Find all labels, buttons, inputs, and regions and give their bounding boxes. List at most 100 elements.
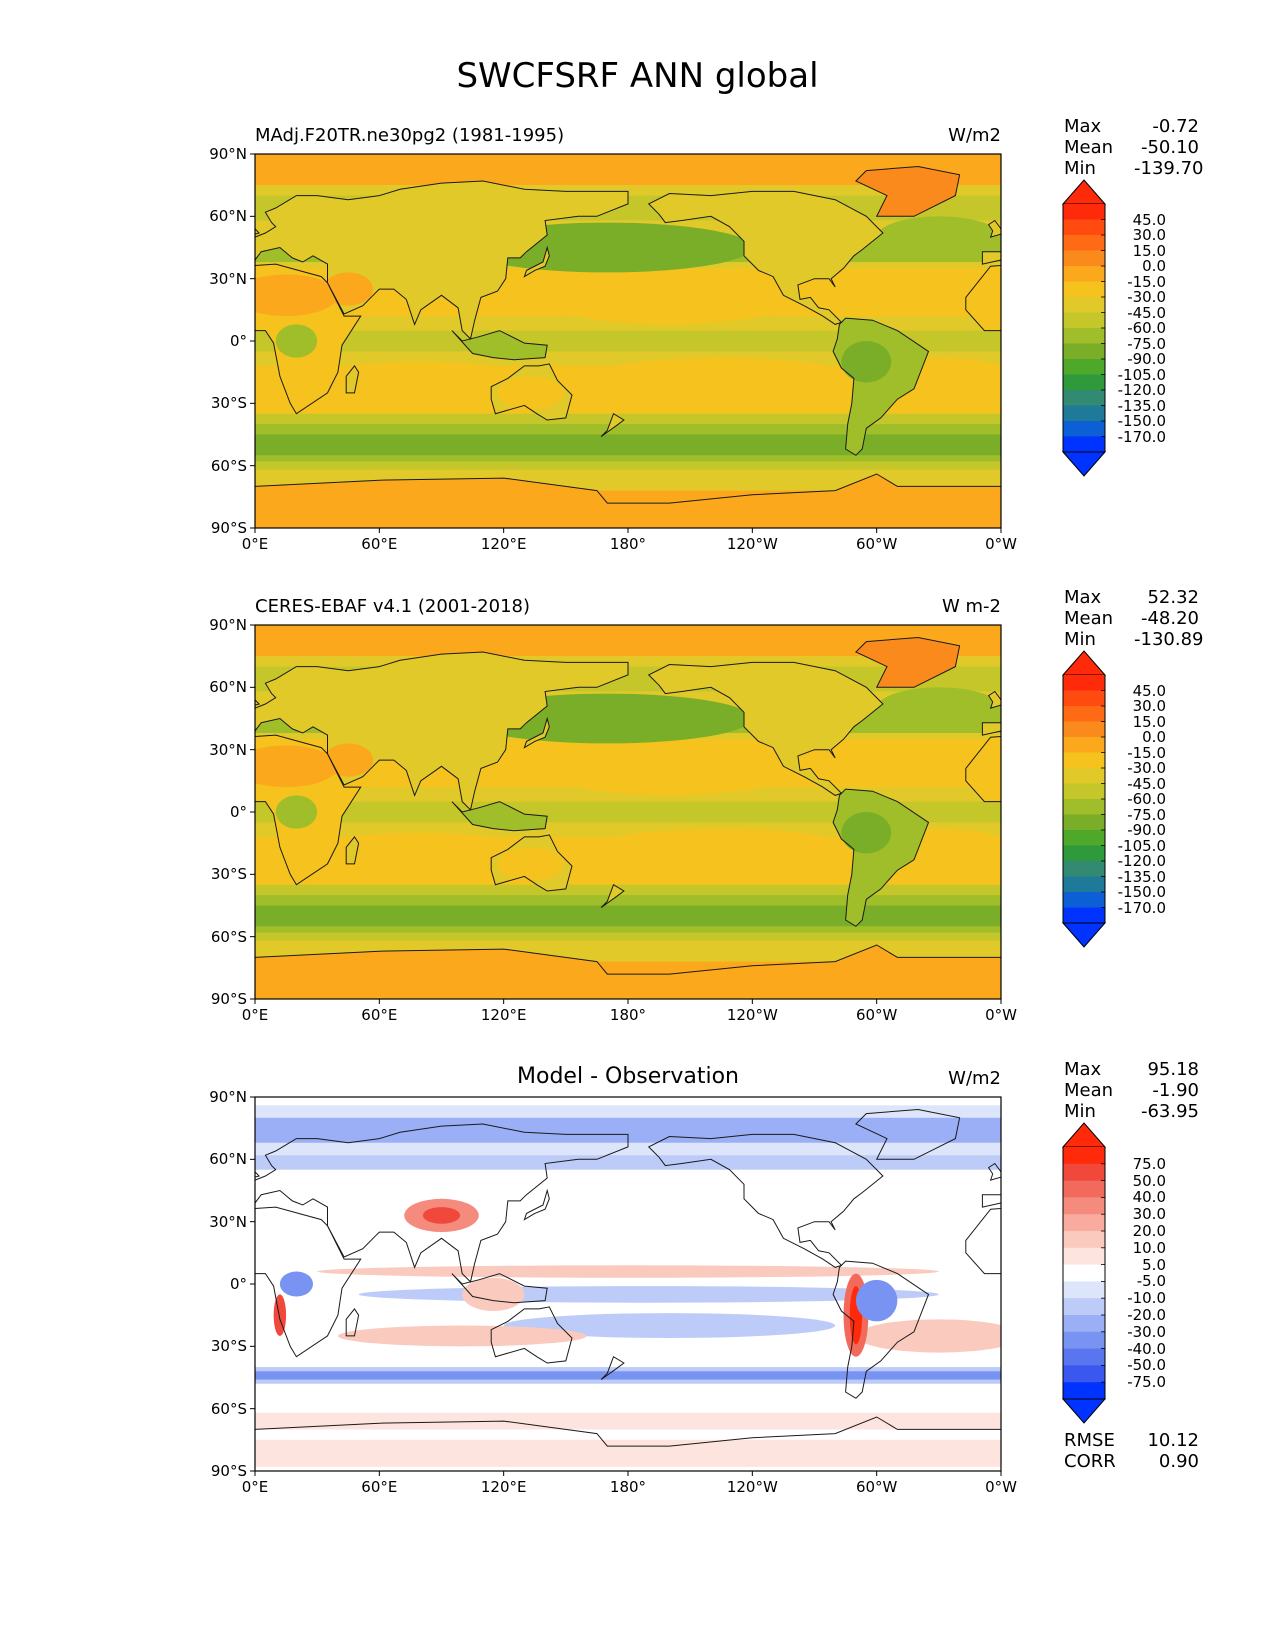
colorbar-level-label: 5.0 (1142, 1255, 1166, 1274)
colorbar-level-label: 45.0 (1132, 681, 1166, 700)
lat-tick-label: 30°N (209, 269, 247, 288)
colorbar-segment (1063, 1197, 1105, 1215)
colorbar (1061, 179, 1107, 477)
lat-tick-label: 90°S (210, 519, 247, 537)
coastline-japan (1270, 1191, 1275, 1220)
colorbar-segment (1063, 1214, 1105, 1232)
colorbar-level-label: -60.0 (1127, 790, 1166, 808)
units-label: W/m2 (948, 125, 1001, 146)
colorbar-segment (1063, 1163, 1105, 1182)
colorbar-segment (1063, 706, 1105, 722)
coastline-uk (255, 227, 261, 235)
colorbar-level-label: 50.0 (1132, 1171, 1166, 1190)
colorbar-segment (1063, 799, 1105, 815)
coastline-australia (490, 1306, 573, 1364)
lat-tick-label: 60°N (209, 207, 247, 226)
colorbar-level-label: -120.0 (1117, 381, 1166, 399)
colorbar-segment (1063, 219, 1105, 236)
stat-label: Mean (1064, 137, 1114, 158)
colorbar-segment (1063, 235, 1105, 251)
coastline-japan (524, 718, 550, 748)
stat-label: Min (1064, 158, 1096, 179)
coastline-greenland (855, 165, 961, 217)
coastline-eurasia (982, 708, 1001, 736)
colorbar-level-label: -40.0 (1127, 1339, 1166, 1358)
colorbar-segment (1063, 1147, 1105, 1165)
colorbar-segment (1063, 675, 1105, 691)
lon-tick-label: 120°E (480, 1006, 527, 1024)
colorbar-level-label: 45.0 (1132, 210, 1166, 229)
colorbar-segment (1063, 892, 1105, 908)
colorbar-segment (1063, 312, 1105, 329)
colorbar-segment (1063, 907, 1105, 924)
colorbar-segment (1063, 281, 1105, 298)
lon-tick-label: 0°W (985, 1006, 1017, 1024)
colorbar-level-label: -105.0 (1117, 365, 1166, 384)
coastline-nz (600, 883, 625, 909)
colorbar-level-label: -90.0 (1127, 821, 1166, 839)
colorbar-extend-min (1061, 1398, 1107, 1424)
coastline-indonesia (1198, 1274, 1275, 1303)
colorbar-segment (1063, 359, 1105, 375)
coastline-antarctica (1001, 945, 1275, 999)
lat-tick-label: 60°N (209, 678, 247, 697)
colorbar-segment (1063, 1180, 1105, 1198)
coastline-antarctica (255, 944, 1001, 999)
colorbar-segment (1063, 737, 1105, 753)
stat-label: Min (1064, 629, 1096, 650)
colorbar-level-label: 75.0 (1132, 1154, 1166, 1173)
lat-tick-label: 30°S (210, 394, 247, 413)
colorbar-segment (1063, 250, 1105, 267)
colorbar-segment (1063, 830, 1105, 846)
colorbar-level-label: 30.0 (1132, 1205, 1166, 1224)
stat-label: Mean (1064, 608, 1114, 629)
colorbar-level-label: 0.0 (1142, 728, 1166, 746)
stat-max: Max 52.32 (1064, 587, 1199, 608)
colorbar-level-label: -50.0 (1127, 1356, 1166, 1375)
coastline-africa (965, 736, 1001, 802)
colorbar-level-label: -45.0 (1127, 774, 1166, 793)
colorbar-level-label: -45.0 (1127, 303, 1166, 322)
colorbar-extend-min (1061, 922, 1107, 948)
stat-value: -1.90 (1152, 1080, 1199, 1101)
lon-tick-label: 120°E (480, 1478, 527, 1496)
coastline-greenland (855, 166, 960, 217)
lon-tick-label: 180° (609, 1478, 647, 1496)
lon-tick-label: 60°W (855, 1478, 898, 1496)
lat-tick-label: 60°S (210, 456, 247, 475)
lon-tick-label: 60°W (855, 535, 898, 553)
lat-tick-label: 60°S (210, 1399, 247, 1418)
stat-label: Max (1064, 587, 1102, 608)
colorbar-extend-min (1061, 451, 1107, 477)
lat-tick-label: 90°N (209, 1088, 247, 1106)
lat-tick-label: 0° (229, 1275, 247, 1293)
coastline-nz (600, 412, 625, 438)
colorbar-segment (1063, 1281, 1105, 1299)
coastline-eurasia (982, 1124, 1275, 1282)
stat-value: -50.10 (1140, 137, 1199, 158)
colorbar-level-label: -5.0 (1136, 1272, 1166, 1291)
coastline-uk (988, 691, 1001, 709)
colorbar-segment (1063, 1315, 1105, 1333)
coastline-eurasia (255, 180, 629, 340)
colorbar-segment (1063, 861, 1105, 877)
lon-tick-label: 180° (609, 1006, 647, 1024)
stat-mean: Mean -48.20 (1064, 608, 1199, 629)
stat-min: Min -63.95 (1064, 1101, 1199, 1122)
colorbar-segment (1063, 297, 1105, 313)
lon-tick-label: 0°W (985, 1478, 1017, 1496)
lon-tick-label: 120°E (480, 535, 527, 553)
lon-tick-label: 120°W (726, 1478, 778, 1496)
stat-value: -63.95 (1140, 1101, 1199, 1122)
colorbar-extend-max (1061, 650, 1107, 676)
colorbar-level-label: 30.0 (1132, 697, 1166, 715)
lon-tick-label: 180° (609, 535, 647, 553)
colorbar-segment (1063, 721, 1105, 738)
lat-tick-label: 30°S (210, 865, 247, 884)
colorbar-level-label: 10.0 (1132, 1238, 1166, 1257)
lat-tick-label: 0° (229, 803, 247, 821)
stat-label: Min (1064, 1101, 1096, 1122)
coastline-samerica (832, 788, 930, 927)
lat-tick-label: 90°N (209, 145, 247, 163)
